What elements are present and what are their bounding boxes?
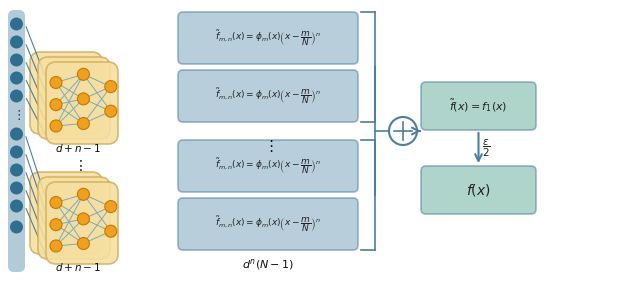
Circle shape: [10, 89, 23, 102]
FancyBboxPatch shape: [178, 140, 358, 192]
FancyBboxPatch shape: [421, 82, 536, 130]
Text: $\tilde{f}_{m,n}(x) = \phi_m(x)\left(x - \dfrac{m}{N}\right)^n$: $\tilde{f}_{m,n}(x) = \phi_m(x)\left(x -…: [215, 28, 321, 48]
FancyBboxPatch shape: [30, 172, 102, 254]
FancyBboxPatch shape: [178, 198, 358, 250]
Circle shape: [10, 221, 23, 233]
Circle shape: [77, 93, 90, 105]
Circle shape: [10, 127, 23, 140]
Circle shape: [77, 68, 90, 80]
Text: $\tilde{f}(x) = f_1(x)$: $\tilde{f}(x) = f_1(x)$: [449, 98, 508, 114]
Text: $\tilde{f}_{m,n}(x) = \phi_m(x)\left(x - \dfrac{m}{N}\right)^n$: $\tilde{f}_{m,n}(x) = \phi_m(x)\left(x -…: [215, 156, 321, 176]
Circle shape: [77, 188, 90, 200]
Circle shape: [10, 72, 23, 85]
Circle shape: [50, 197, 62, 208]
Circle shape: [10, 54, 23, 67]
Circle shape: [50, 219, 62, 231]
Circle shape: [105, 225, 116, 237]
Circle shape: [77, 118, 90, 129]
Circle shape: [389, 117, 417, 145]
FancyBboxPatch shape: [38, 57, 110, 139]
FancyBboxPatch shape: [46, 182, 118, 264]
Circle shape: [10, 146, 23, 158]
Text: $f(x)$: $f(x)$: [466, 182, 491, 198]
Text: $\tilde{f}_{m,n}(x) = \phi_m(x)\left(x - \dfrac{m}{N}\right)^n$: $\tilde{f}_{m,n}(x) = \phi_m(x)\left(x -…: [215, 86, 321, 106]
Circle shape: [50, 99, 62, 111]
FancyBboxPatch shape: [178, 12, 358, 64]
Circle shape: [50, 76, 62, 89]
Text: $\vdots$: $\vdots$: [73, 158, 83, 173]
FancyBboxPatch shape: [46, 62, 118, 144]
Text: $\vdots$: $\vdots$: [263, 138, 273, 154]
Circle shape: [10, 36, 23, 49]
Circle shape: [105, 105, 116, 117]
Text: $d^n(N-1)$: $d^n(N-1)$: [242, 257, 294, 272]
FancyBboxPatch shape: [38, 177, 110, 259]
Circle shape: [10, 199, 23, 213]
Circle shape: [105, 81, 116, 92]
Circle shape: [77, 213, 90, 225]
Circle shape: [10, 17, 23, 30]
Circle shape: [50, 120, 62, 132]
Text: $d + n - 1$: $d + n - 1$: [55, 142, 101, 154]
Circle shape: [50, 240, 62, 252]
Text: $\dfrac{\epsilon}{2}$: $\dfrac{\epsilon}{2}$: [483, 137, 491, 159]
Text: $\vdots$: $\vdots$: [12, 108, 21, 122]
Circle shape: [77, 237, 90, 250]
FancyBboxPatch shape: [30, 52, 102, 134]
Circle shape: [105, 201, 116, 213]
Text: $d + n - 1$: $d + n - 1$: [55, 261, 101, 273]
FancyBboxPatch shape: [421, 166, 536, 214]
FancyBboxPatch shape: [8, 10, 25, 272]
Text: $\tilde{f}_{m,n}(x) = \phi_m(x)\left(x - \dfrac{m}{N}\right)^n$: $\tilde{f}_{m,n}(x) = \phi_m(x)\left(x -…: [215, 214, 321, 234]
Circle shape: [10, 182, 23, 195]
Circle shape: [10, 164, 23, 177]
FancyBboxPatch shape: [178, 70, 358, 122]
